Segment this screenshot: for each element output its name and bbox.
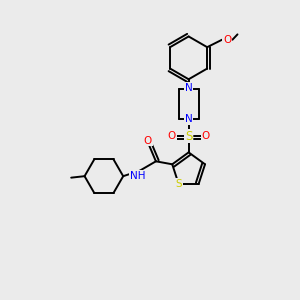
Text: O: O <box>202 131 210 141</box>
Text: O: O <box>223 35 232 45</box>
Text: N: N <box>185 82 193 93</box>
Text: S: S <box>175 178 182 189</box>
Text: S: S <box>185 130 192 142</box>
Text: O: O <box>144 136 152 146</box>
Text: NH: NH <box>130 171 146 181</box>
Text: N: N <box>185 114 193 124</box>
Text: O: O <box>168 131 176 141</box>
